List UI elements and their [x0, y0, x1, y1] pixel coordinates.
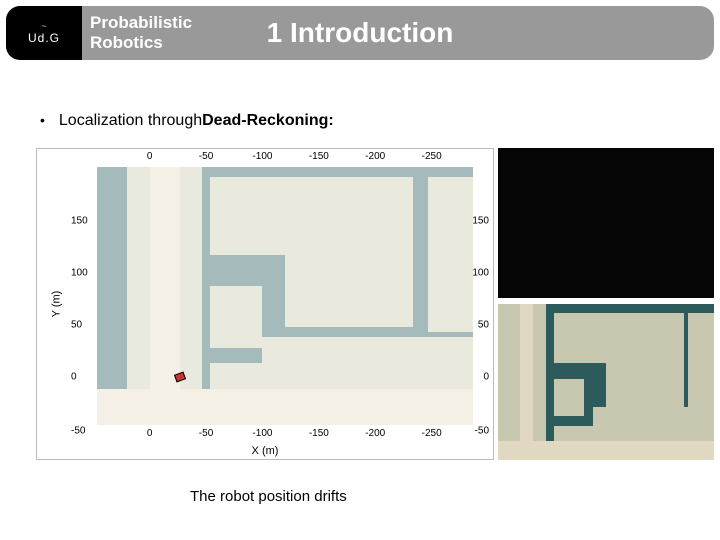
- thumb-terrain-block: [593, 407, 714, 426]
- x-tick-bottom: -200: [365, 428, 385, 439]
- terrain-block: [262, 337, 473, 363]
- y-tick-right: -50: [475, 426, 489, 437]
- y-tick-right: 150: [472, 216, 489, 227]
- bullet-bold: Dead-Reckoning:: [202, 112, 334, 130]
- thumb-terrain-block: [498, 441, 714, 460]
- y-tick-left: 0: [71, 372, 77, 383]
- x-tick-top: -50: [199, 151, 213, 162]
- side-image-bottom: [498, 304, 714, 460]
- course-name: Probabilistic Robotics: [90, 13, 192, 52]
- chart-plot-area: [97, 167, 473, 425]
- caption: The robot position drifts: [190, 488, 347, 505]
- y-tick-left: 50: [71, 320, 82, 331]
- terrain-block: [210, 363, 473, 389]
- y-tick-right: 50: [478, 320, 489, 331]
- y-tick-left: 150: [71, 216, 88, 227]
- university-logo: ~ Ud.G: [6, 6, 82, 60]
- y-tick-left: 100: [71, 268, 88, 279]
- logo-text: Ud.G: [28, 31, 60, 45]
- thumb-terrain-block: [554, 426, 714, 442]
- side-image-top: [498, 148, 714, 298]
- y-tick-right: 0: [483, 372, 489, 383]
- x-tick-top: -100: [252, 151, 272, 162]
- terrain-block: [97, 389, 473, 425]
- x-tick-bottom: -100: [252, 428, 272, 439]
- thumb-terrain-block: [606, 313, 684, 407]
- terrain-block: [428, 177, 473, 332]
- bullet-icon: •: [40, 112, 45, 128]
- course-line2: Robotics: [90, 33, 163, 52]
- x-tick-top: -250: [422, 151, 442, 162]
- bullet-item: • Localization through Dead-Reckoning:: [40, 112, 334, 130]
- y-tick-right: 100: [472, 268, 489, 279]
- x-tick-top: -150: [309, 151, 329, 162]
- slide-title: 1 Introduction: [267, 17, 454, 49]
- logo-swoosh-icon: ~: [41, 21, 46, 31]
- x-tick-top: -200: [365, 151, 385, 162]
- thumb-terrain-block: [520, 304, 533, 460]
- x-tick-bottom: -250: [422, 428, 442, 439]
- x-axis-label: X (m): [252, 445, 279, 457]
- header-bar: ~ Ud.G Probabilistic Robotics 1 Introduc…: [6, 6, 714, 60]
- y-tick-left: -50: [71, 426, 85, 437]
- thumb-terrain-block: [688, 313, 714, 410]
- x-tick-top: 0: [147, 151, 153, 162]
- x-tick-bottom: -150: [309, 428, 329, 439]
- main-chart: Y (m) X (m) 0 0 -50 -50 -100 -100 -150 -150 -200…: [36, 148, 494, 460]
- course-line1: Probabilistic: [90, 13, 192, 32]
- bullet-prefix: Localization through: [59, 112, 202, 130]
- y-axis-label: Y (m): [50, 291, 62, 318]
- thumb-terrain-block: [554, 379, 584, 416]
- terrain-block: [210, 286, 263, 348]
- x-tick-bottom: 0: [147, 428, 153, 439]
- x-tick-bottom: -50: [199, 428, 213, 439]
- terrain-block: [150, 167, 180, 394]
- terrain-block: [285, 177, 413, 327]
